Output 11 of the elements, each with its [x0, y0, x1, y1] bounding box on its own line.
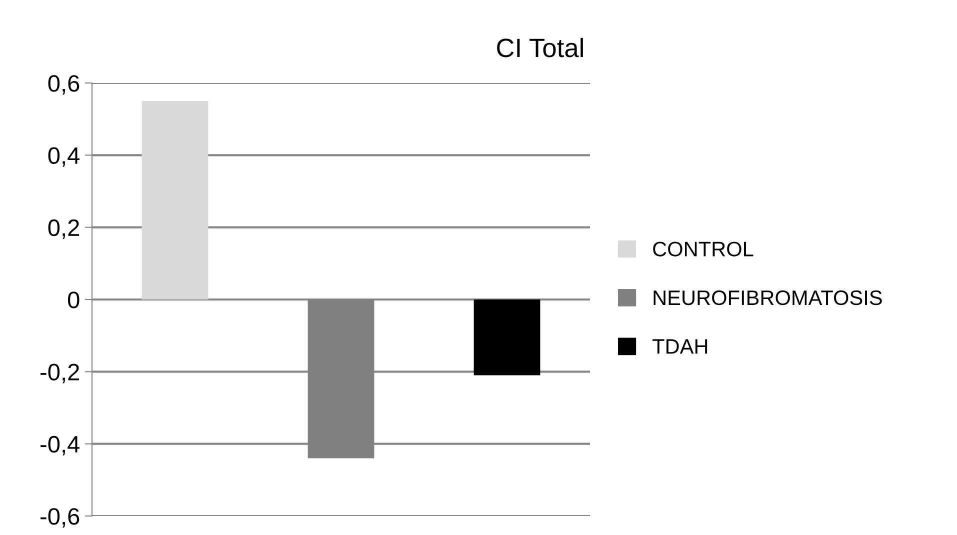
y-tick-label: 0,4 — [48, 147, 80, 167]
chart-title: CI Total — [497, 38, 583, 58]
y-tick-label: -0,2 — [40, 364, 80, 384]
y-tick-label: 0,6 — [48, 75, 80, 95]
legend-label: CONTROL — [653, 242, 754, 256]
legend-label: NEUROFIBROMATOSIS — [654, 290, 882, 306]
y-tick-label: 0 — [68, 292, 80, 308]
y-tick-label: -0,6 — [40, 508, 80, 528]
legend-label: TDAH — [652, 339, 708, 354]
y-tick-label: 0,2 — [48, 219, 80, 239]
y-tick-label: -0,4 — [40, 436, 80, 456]
